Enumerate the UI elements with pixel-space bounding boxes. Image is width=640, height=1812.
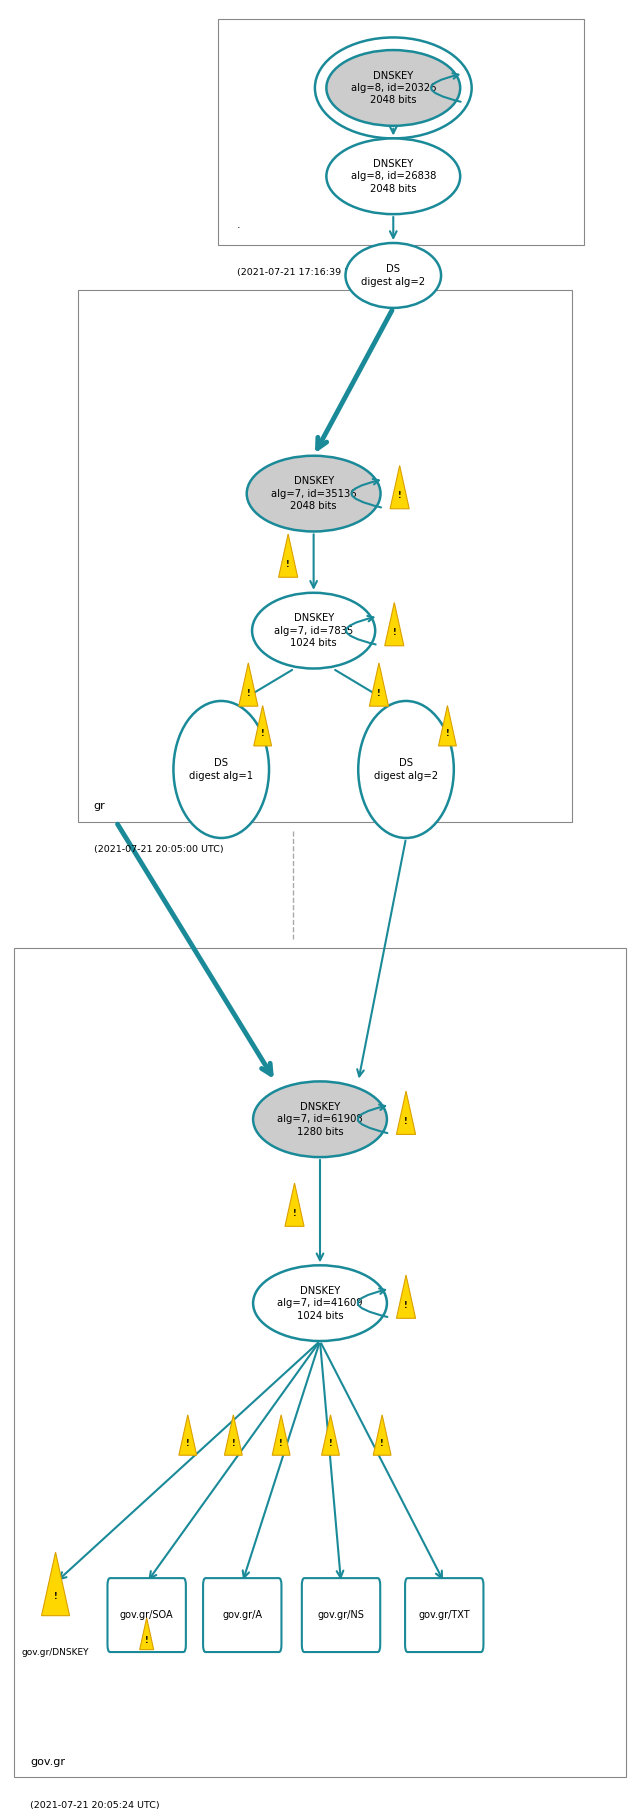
Text: gr: gr [94, 801, 106, 812]
Polygon shape [179, 1415, 196, 1455]
Polygon shape [140, 1618, 154, 1649]
Polygon shape [385, 603, 404, 645]
Text: !: ! [377, 689, 381, 698]
Text: DS
digest alg=1: DS digest alg=1 [189, 757, 253, 781]
Polygon shape [225, 1415, 243, 1455]
Ellipse shape [246, 457, 381, 531]
Polygon shape [253, 705, 271, 747]
Text: !: ! [292, 1209, 296, 1218]
Polygon shape [42, 1553, 70, 1616]
Ellipse shape [326, 51, 460, 125]
Polygon shape [390, 466, 409, 509]
Text: !: ! [279, 1439, 283, 1448]
Text: DNSKEY
alg=7, id=61908
1280 bits: DNSKEY alg=7, id=61908 1280 bits [277, 1102, 363, 1136]
Bar [218, 20, 584, 245]
Text: !: ! [54, 1593, 58, 1602]
Text: !: ! [398, 491, 401, 500]
Text: gov.gr/NS: gov.gr/NS [317, 1611, 364, 1620]
Polygon shape [285, 1183, 304, 1227]
Bar [14, 948, 626, 1778]
Polygon shape [272, 1415, 290, 1455]
Bar [78, 290, 572, 823]
Ellipse shape [326, 138, 460, 214]
Text: (2021-07-21 20:05:24 UTC): (2021-07-21 20:05:24 UTC) [30, 1801, 160, 1810]
Polygon shape [321, 1415, 339, 1455]
Polygon shape [396, 1276, 415, 1319]
Text: gov.gr/A: gov.gr/A [222, 1611, 262, 1620]
Text: !: ! [404, 1301, 408, 1310]
Text: DNSKEY
alg=7, id=35136
2048 bits: DNSKEY alg=7, id=35136 2048 bits [271, 477, 356, 511]
Ellipse shape [253, 1265, 387, 1341]
Ellipse shape [346, 243, 441, 308]
Text: !: ! [232, 1439, 235, 1448]
FancyBboxPatch shape [108, 1578, 186, 1653]
Text: DNSKEY
alg=7, id=41609
1024 bits: DNSKEY alg=7, id=41609 1024 bits [277, 1287, 363, 1321]
Ellipse shape [173, 701, 269, 837]
Polygon shape [396, 1091, 415, 1134]
Text: DS
digest alg=2: DS digest alg=2 [374, 757, 438, 781]
Text: gov.gr: gov.gr [30, 1756, 65, 1767]
Text: gov.gr/DNSKEY: gov.gr/DNSKEY [22, 1647, 90, 1656]
Text: gov.gr/SOA: gov.gr/SOA [120, 1611, 173, 1620]
Text: !: ! [286, 560, 290, 569]
Polygon shape [369, 663, 388, 707]
Text: DS
digest alg=2: DS digest alg=2 [361, 265, 426, 286]
Text: !: ! [246, 689, 250, 698]
FancyBboxPatch shape [203, 1578, 282, 1653]
Polygon shape [373, 1415, 391, 1455]
Ellipse shape [358, 701, 454, 837]
Polygon shape [438, 705, 456, 747]
Text: DNSKEY
alg=7, id=7835
1024 bits: DNSKEY alg=7, id=7835 1024 bits [274, 612, 353, 649]
Text: !: ! [404, 1116, 408, 1125]
Text: (2021-07-21 20:05:00 UTC): (2021-07-21 20:05:00 UTC) [94, 844, 223, 853]
Text: .: . [237, 221, 241, 230]
Text: !: ! [145, 1636, 148, 1645]
Text: !: ! [380, 1439, 384, 1448]
Text: !: ! [392, 629, 396, 638]
Text: gov.gr/TXT: gov.gr/TXT [419, 1611, 470, 1620]
Text: !: ! [261, 728, 264, 737]
Text: (2021-07-21 17:16:39 UTC): (2021-07-21 17:16:39 UTC) [237, 268, 367, 277]
Text: !: ! [329, 1439, 332, 1448]
Text: DNSKEY
alg=8, id=20326
2048 bits: DNSKEY alg=8, id=20326 2048 bits [351, 71, 436, 105]
FancyBboxPatch shape [302, 1578, 380, 1653]
FancyBboxPatch shape [405, 1578, 483, 1653]
Text: DNSKEY
alg=8, id=26838
2048 bits: DNSKEY alg=8, id=26838 2048 bits [351, 159, 436, 194]
Polygon shape [278, 535, 298, 578]
Text: !: ! [445, 728, 449, 737]
Text: !: ! [186, 1439, 189, 1448]
Ellipse shape [253, 1082, 387, 1158]
Ellipse shape [252, 593, 375, 669]
Polygon shape [239, 663, 258, 707]
